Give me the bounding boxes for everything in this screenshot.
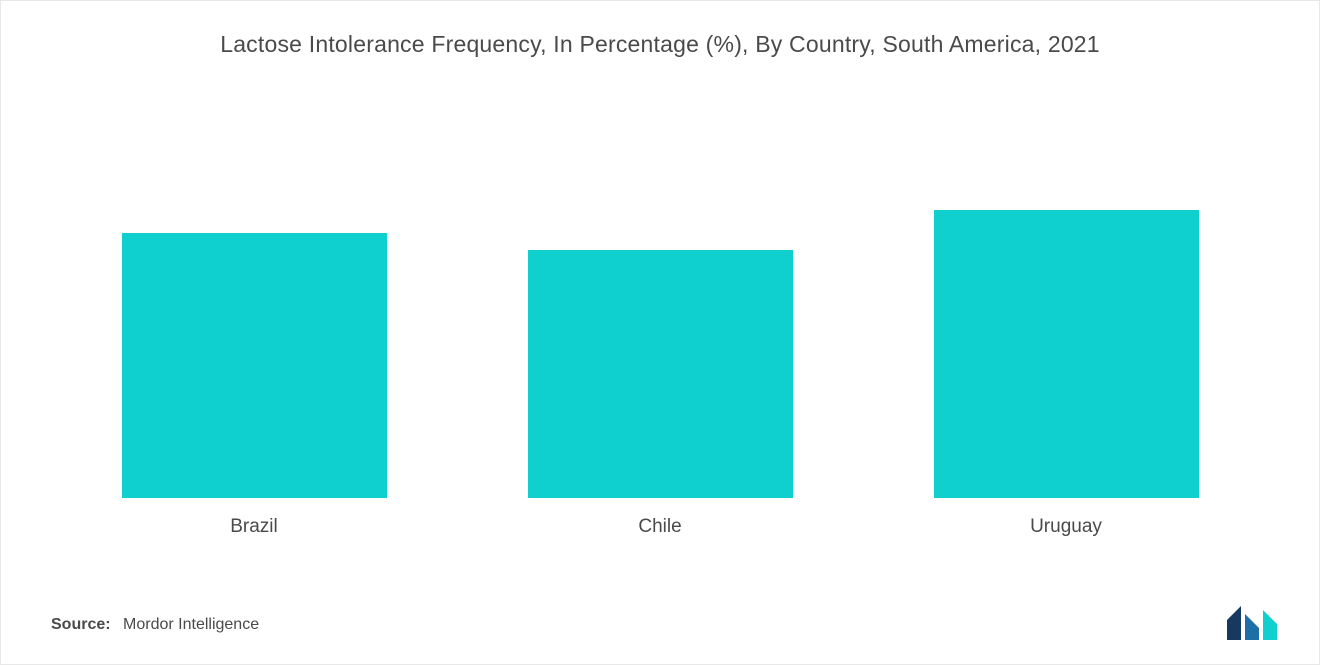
bars-row xyxy=(51,78,1269,498)
bar-slot xyxy=(863,78,1269,498)
source-text: Mordor Intelligence xyxy=(123,616,259,633)
chart-container: Lactose Intolerance Frequency, In Percen… xyxy=(0,0,1320,665)
bar-slot xyxy=(51,78,457,498)
bar-label: Brazil xyxy=(51,508,457,538)
source-label: Source: xyxy=(51,616,111,633)
bar-label: Uruguay xyxy=(863,508,1269,538)
chart-title: Lactose Intolerance Frequency, In Percen… xyxy=(51,31,1269,58)
mordor-logo-icon xyxy=(1225,604,1279,642)
plot-area: Brazil Chile Uruguay xyxy=(51,78,1269,548)
source-line: Source: Mordor Intelligence xyxy=(51,616,259,634)
labels-row: Brazil Chile Uruguay xyxy=(51,508,1269,548)
bar-label: Chile xyxy=(457,508,863,538)
bar-chile xyxy=(528,250,793,498)
bar-uruguay xyxy=(934,210,1199,498)
bar-slot xyxy=(457,78,863,498)
bar-brazil xyxy=(122,233,387,498)
